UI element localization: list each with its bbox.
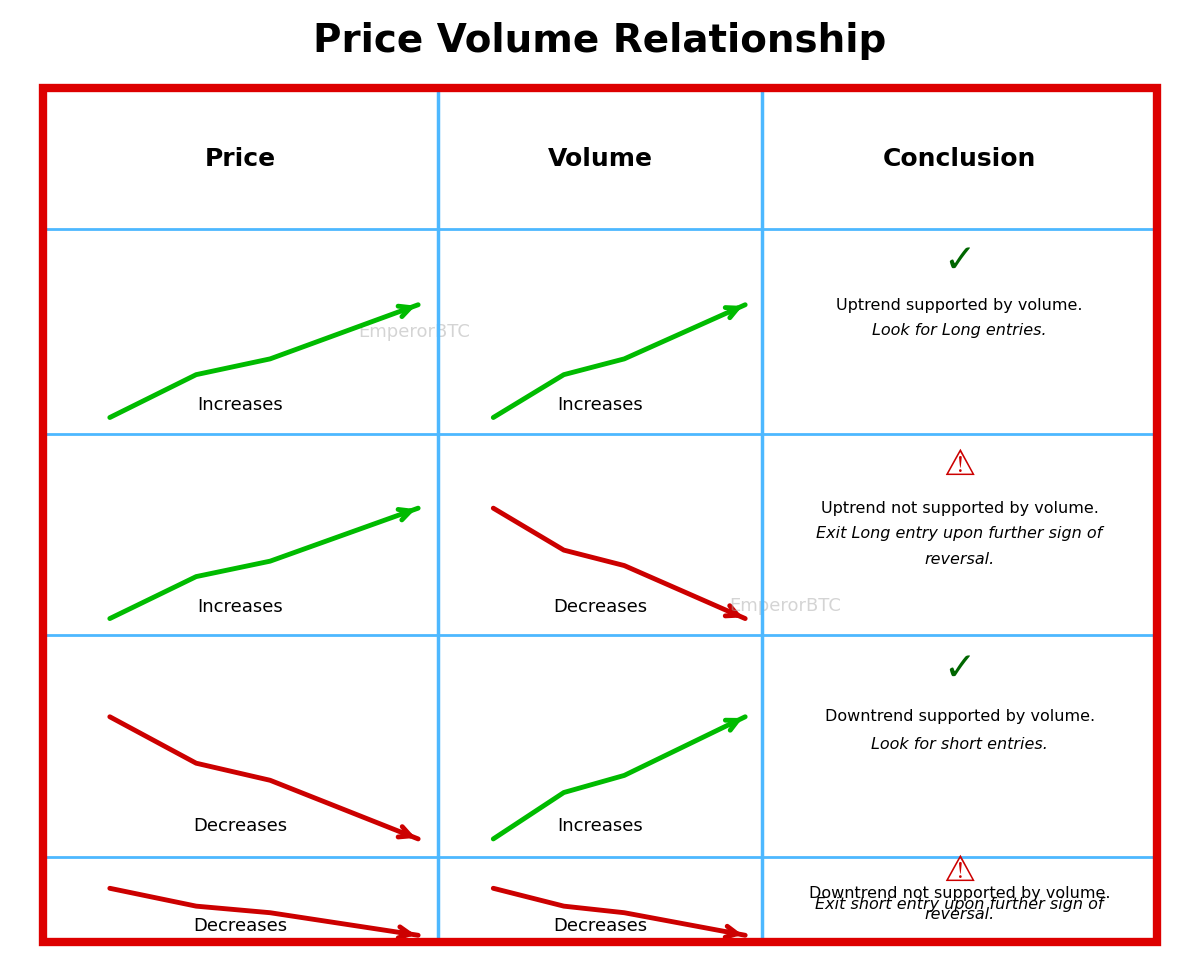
Text: ✓: ✓	[943, 242, 976, 280]
Text: Exit Long entry upon further sign of: Exit Long entry upon further sign of	[816, 526, 1103, 541]
Text: Uptrend not supported by volume.: Uptrend not supported by volume.	[821, 501, 1098, 515]
Text: Exit short entry upon further sign of: Exit short entry upon further sign of	[815, 896, 1104, 911]
Text: reversal.: reversal.	[924, 907, 995, 921]
Text: Uptrend supported by volume.: Uptrend supported by volume.	[836, 297, 1082, 312]
Text: Conclusion: Conclusion	[883, 148, 1037, 171]
Text: Downtrend supported by volume.: Downtrend supported by volume.	[824, 708, 1094, 723]
Text: Decreases: Decreases	[193, 915, 288, 934]
Text: Decreases: Decreases	[553, 915, 647, 934]
Text: Increases: Increases	[557, 396, 643, 414]
Text: Increases: Increases	[198, 396, 283, 414]
Text: Look for Long entries.: Look for Long entries.	[872, 323, 1046, 338]
Text: EmperorBTC: EmperorBTC	[730, 596, 841, 614]
Text: Price Volume Relationship: Price Volume Relationship	[313, 22, 887, 60]
Text: Increases: Increases	[557, 817, 643, 834]
Text: EmperorBTC: EmperorBTC	[359, 323, 470, 341]
Text: ⚠: ⚠	[943, 853, 976, 887]
Text: Look for short entries.: Look for short entries.	[871, 736, 1048, 751]
Text: ⚠: ⚠	[943, 448, 976, 481]
Text: Downtrend not supported by volume.: Downtrend not supported by volume.	[809, 885, 1110, 900]
Text: Decreases: Decreases	[553, 597, 647, 615]
Bar	[42, 89, 1158, 942]
Text: ✓: ✓	[943, 649, 976, 688]
Text: Decreases: Decreases	[193, 817, 288, 834]
Text: Price: Price	[205, 148, 276, 171]
Text: reversal.: reversal.	[924, 552, 995, 566]
Text: Increases: Increases	[198, 597, 283, 615]
Text: Volume: Volume	[547, 148, 653, 171]
